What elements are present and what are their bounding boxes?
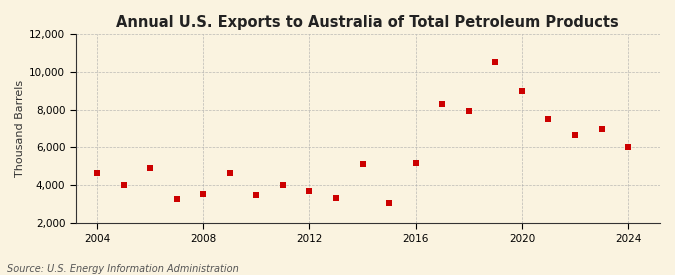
Title: Annual U.S. Exports to Australia of Total Petroleum Products: Annual U.S. Exports to Australia of Tota… — [117, 15, 619, 30]
Point — [92, 171, 103, 175]
Point — [490, 60, 501, 65]
Point — [437, 102, 448, 106]
Point — [570, 133, 580, 137]
Point — [543, 117, 554, 121]
Point — [383, 201, 394, 205]
Point — [144, 166, 155, 170]
Point — [623, 145, 634, 150]
Point — [277, 183, 288, 188]
Point — [357, 162, 368, 167]
Point — [596, 127, 607, 132]
Text: Source: U.S. Energy Information Administration: Source: U.S. Energy Information Administ… — [7, 264, 238, 274]
Point — [198, 192, 209, 196]
Point — [410, 160, 421, 165]
Point — [331, 196, 342, 201]
Point — [516, 89, 527, 93]
Point — [304, 189, 315, 193]
Point — [171, 197, 182, 202]
Y-axis label: Thousand Barrels: Thousand Barrels — [15, 80, 25, 177]
Point — [251, 192, 262, 197]
Point — [118, 183, 129, 188]
Point — [463, 108, 474, 113]
Point — [224, 171, 235, 175]
